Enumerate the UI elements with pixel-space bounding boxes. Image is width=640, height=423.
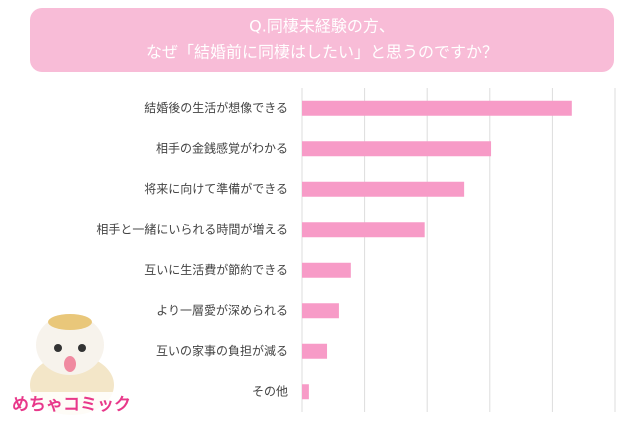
bar bbox=[302, 384, 309, 400]
y-tick-label: 互いに生活費が節約できる bbox=[144, 262, 288, 277]
y-tick-label: より一層愛が深められる bbox=[156, 302, 288, 317]
bar bbox=[302, 141, 492, 157]
chart-title: なぜ「結婚前に同棲はしたい」と思うのですか？ bbox=[146, 43, 498, 62]
bar bbox=[302, 343, 328, 359]
y-tick-label: 互いの家事の負担が減る bbox=[156, 343, 288, 358]
y-tick-label: 将来に向けて準備ができる bbox=[144, 181, 288, 196]
chart-title: Q.同棲未経験の方、 bbox=[249, 17, 395, 36]
y-tick-label: その他 bbox=[252, 384, 288, 398]
logo: めちゃコミック bbox=[12, 395, 131, 415]
bar bbox=[302, 100, 572, 116]
bar bbox=[302, 303, 339, 319]
y-tick-label: 相手の金銭感覚がわかる bbox=[156, 140, 288, 155]
bar bbox=[302, 181, 465, 197]
y-tick-label: 結婚後の生活が想像できる bbox=[144, 100, 288, 115]
title-box bbox=[30, 8, 614, 72]
y-tick-label: 相手と一緒にいられる時間が増える bbox=[96, 221, 288, 236]
bar bbox=[302, 222, 425, 238]
bar bbox=[302, 262, 351, 278]
logo-bg bbox=[8, 392, 134, 416]
